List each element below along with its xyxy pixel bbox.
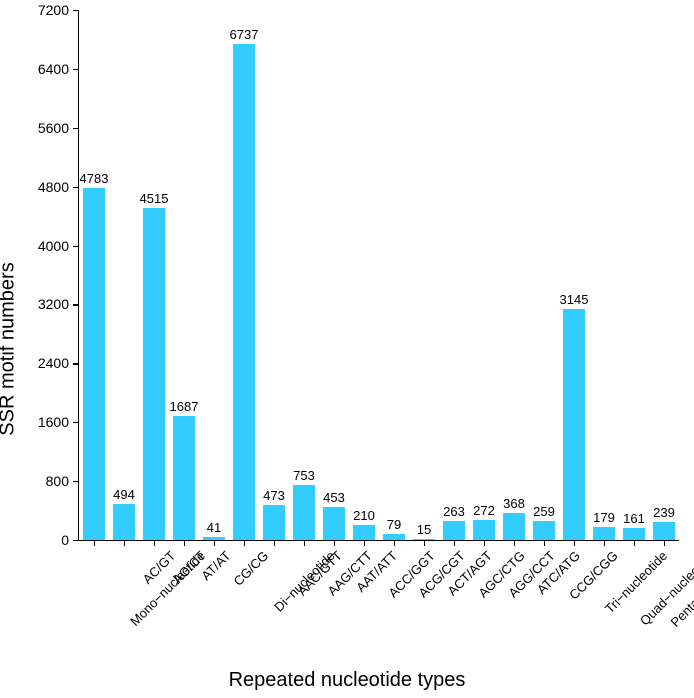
ytick-label: 5600: [38, 120, 79, 136]
bar-value-label: 368: [503, 496, 525, 511]
xtick-mark: [664, 540, 665, 546]
bar: [233, 44, 255, 540]
bar-value-label: 753: [293, 468, 315, 483]
bar: [563, 309, 585, 541]
bar: [653, 522, 675, 540]
ytick-label: 3200: [38, 296, 79, 312]
xtick-mark: [454, 540, 455, 546]
bar-value-label: 79: [387, 517, 401, 532]
ytick-label: 800: [46, 473, 79, 489]
xtick-mark: [424, 540, 425, 546]
bar: [623, 528, 645, 540]
bar-value-label: 15: [417, 522, 431, 537]
xtick-mark: [514, 540, 515, 546]
xtick-mark: [394, 540, 395, 546]
bar: [353, 525, 375, 540]
bar: [443, 521, 465, 540]
bar: [143, 208, 165, 540]
xtick-mark: [304, 540, 305, 546]
ytick-label: 4000: [38, 238, 79, 254]
bar-value-label: 263: [443, 504, 465, 519]
xtick-label: CG/CG: [230, 548, 271, 589]
bar: [503, 513, 525, 540]
bar-value-label: 210: [353, 508, 375, 523]
y-axis-label: SSR motif numbers: [0, 262, 20, 435]
ytick-label: 2400: [38, 355, 79, 371]
bar: [83, 188, 105, 540]
bar: [473, 520, 495, 540]
ytick-label: 7200: [38, 2, 79, 18]
bar-value-label: 259: [533, 504, 555, 519]
bar-value-label: 473: [263, 488, 285, 503]
bar: [593, 527, 615, 540]
xtick-mark: [214, 540, 215, 546]
xtick-mark: [274, 540, 275, 546]
bar-value-label: 6737: [230, 27, 259, 42]
bar-value-label: 161: [623, 511, 645, 526]
bar-value-label: 179: [593, 510, 615, 525]
bar-value-label: 272: [473, 503, 495, 518]
ytick-label: 1600: [38, 414, 79, 430]
xtick-mark: [634, 540, 635, 546]
bar: [293, 485, 315, 540]
bar-value-label: 4515: [140, 191, 169, 206]
xtick-mark: [124, 540, 125, 546]
bar-value-label: 1687: [170, 399, 199, 414]
ytick-label: 0: [61, 532, 79, 548]
xtick-mark: [544, 540, 545, 546]
xtick-mark: [244, 540, 245, 546]
bar: [323, 507, 345, 540]
bar: [113, 504, 135, 540]
bar-value-label: 239: [653, 505, 675, 520]
ytick-label: 6400: [38, 61, 79, 77]
xtick-mark: [94, 540, 95, 546]
bar: [263, 505, 285, 540]
xtick-mark: [604, 540, 605, 546]
bar: [533, 521, 555, 540]
bar-value-label: 41: [207, 520, 221, 535]
xtick-mark: [334, 540, 335, 546]
bar-value-label: 3145: [560, 292, 589, 307]
xtick-mark: [484, 540, 485, 546]
x-axis-label: Repeated nucleotide types: [0, 669, 694, 692]
xtick-mark: [574, 540, 575, 546]
bar-value-label: 4783: [80, 171, 109, 186]
ytick-label: 4800: [38, 179, 79, 195]
plot-area: 0800160024003200400048005600640072004783…: [78, 10, 679, 541]
xtick-mark: [364, 540, 365, 546]
xtick-mark: [184, 540, 185, 546]
chart-container: SSR motif numbers 0800160024003200400048…: [0, 0, 694, 698]
bar-value-label: 494: [113, 487, 135, 502]
xtick-mark: [154, 540, 155, 546]
bar-value-label: 453: [323, 490, 345, 505]
bar: [173, 416, 195, 540]
